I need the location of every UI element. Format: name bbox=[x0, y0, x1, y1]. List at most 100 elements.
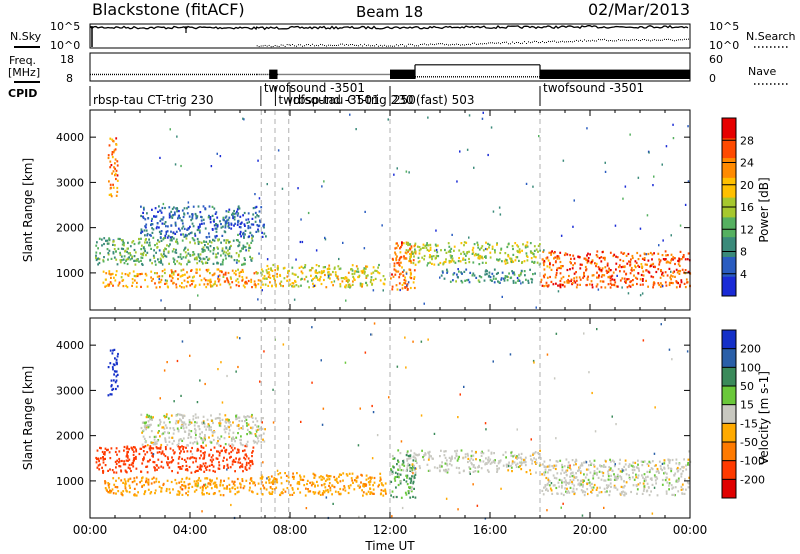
echo-cell bbox=[444, 456, 447, 459]
echo-cell bbox=[275, 283, 277, 286]
echo-cell bbox=[212, 252, 215, 255]
power-colorbar-segment bbox=[722, 157, 736, 178]
echo-cell bbox=[197, 225, 200, 228]
echo-cell bbox=[133, 242, 136, 246]
echo-cell bbox=[414, 250, 417, 253]
echo-cell bbox=[641, 257, 644, 260]
echo-cell bbox=[170, 269, 173, 272]
freq-series-point bbox=[146, 73, 147, 76]
echo-cell bbox=[216, 417, 219, 420]
echo-cell bbox=[239, 232, 241, 236]
echo-cell bbox=[140, 252, 142, 255]
echo-cell bbox=[115, 387, 117, 391]
echo-cell bbox=[380, 482, 383, 485]
echo-cell bbox=[511, 245, 514, 248]
echo-cell bbox=[263, 226, 265, 229]
echo-cell bbox=[303, 484, 306, 487]
echo-cell bbox=[126, 247, 129, 250]
echo-cell bbox=[668, 348, 671, 351]
echo-cell bbox=[310, 484, 313, 487]
echo-cell bbox=[473, 274, 476, 277]
echo-cell bbox=[261, 273, 263, 276]
echo-cell bbox=[137, 258, 139, 261]
nsearch-series-point bbox=[666, 38, 667, 40]
echo-cell bbox=[550, 268, 553, 271]
echo-cell bbox=[274, 480, 277, 483]
echo-cell bbox=[645, 279, 647, 282]
nsearch-series-point bbox=[290, 44, 291, 46]
echo-cell bbox=[586, 261, 589, 264]
echo-cell bbox=[323, 180, 325, 183]
echo-cell bbox=[141, 485, 143, 488]
echo-cell bbox=[197, 294, 199, 297]
echo-cell bbox=[403, 279, 406, 282]
echo-cell bbox=[475, 276, 478, 279]
freq-series-point bbox=[431, 76, 432, 78]
echo-cell bbox=[171, 216, 174, 219]
echo-cell bbox=[321, 185, 323, 188]
echo-cell bbox=[323, 269, 325, 273]
echo-cell bbox=[162, 202, 165, 206]
nsearch-series-point bbox=[308, 44, 309, 46]
nsearch-series-point bbox=[504, 41, 505, 43]
echo-cell bbox=[123, 460, 126, 463]
echo-cell bbox=[139, 273, 142, 276]
echo-cell bbox=[225, 239, 228, 242]
echo-cell bbox=[195, 488, 198, 492]
echo-cell bbox=[585, 461, 588, 464]
echo-cell bbox=[616, 256, 619, 259]
echo-cell bbox=[246, 415, 249, 418]
echo-cell bbox=[244, 453, 247, 456]
echo-cell bbox=[178, 438, 181, 441]
echo-cell bbox=[179, 446, 182, 449]
echo-cell bbox=[150, 430, 153, 433]
echo-cell bbox=[237, 220, 239, 223]
echo-cell bbox=[116, 486, 119, 489]
echo-cell bbox=[177, 277, 179, 281]
echo-cell bbox=[643, 257, 646, 260]
echo-cell bbox=[129, 477, 132, 480]
echo-cell bbox=[679, 283, 682, 286]
echo-cell bbox=[409, 273, 412, 276]
echo-cell bbox=[280, 482, 283, 485]
echo-cell bbox=[554, 261, 557, 264]
freq-series-point bbox=[385, 73, 387, 76]
echo-cell bbox=[655, 464, 657, 467]
echo-cell bbox=[314, 284, 317, 287]
echo-cell bbox=[590, 462, 593, 465]
echo-cell bbox=[208, 214, 210, 217]
echo-cell bbox=[575, 286, 578, 289]
echo-cell bbox=[486, 469, 489, 472]
echo-cell bbox=[571, 490, 574, 493]
echo-cell bbox=[555, 273, 558, 277]
nsearch-series-point bbox=[338, 44, 339, 46]
echo-cell bbox=[216, 268, 219, 271]
echo-cell bbox=[247, 457, 250, 460]
freq-series-point bbox=[469, 76, 470, 78]
echo-cell bbox=[267, 284, 270, 287]
echo-cell bbox=[263, 232, 266, 235]
echo-cell bbox=[405, 170, 408, 173]
freq-series-point bbox=[485, 76, 486, 78]
nsearch-series-point bbox=[574, 40, 575, 42]
nsearch-series-point bbox=[416, 45, 417, 47]
echo-cell bbox=[150, 451, 153, 455]
echo-cell bbox=[668, 484, 670, 487]
echo-cell bbox=[628, 476, 631, 479]
echo-cell bbox=[262, 432, 265, 435]
echo-cell bbox=[339, 285, 342, 288]
freq-series-point bbox=[499, 76, 500, 78]
echo-cell bbox=[315, 264, 318, 267]
echo-cell bbox=[321, 423, 324, 426]
echo-cell bbox=[211, 205, 214, 208]
echo-cell bbox=[541, 473, 543, 476]
echo-cell bbox=[115, 479, 117, 482]
echo-cell bbox=[504, 262, 507, 265]
echo-cell bbox=[668, 482, 671, 485]
echo-cell bbox=[111, 488, 114, 491]
echo-cell bbox=[467, 278, 470, 281]
echo-cell bbox=[248, 431, 251, 434]
nsearch-series-point bbox=[344, 44, 345, 46]
nsearch-series-point bbox=[598, 38, 599, 40]
echo-cell bbox=[115, 358, 118, 361]
